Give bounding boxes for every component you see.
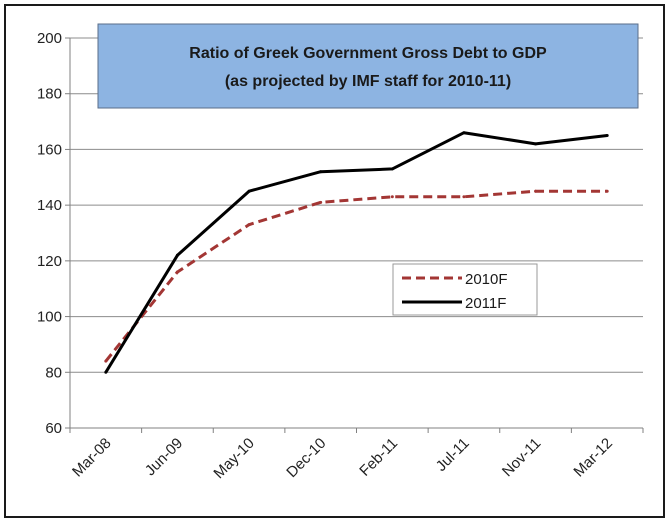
x-tick-label: Feb-11 bbox=[356, 435, 401, 480]
x-tick-label: Dec-10 bbox=[283, 435, 329, 481]
chart-title-box: Ratio of Greek Government Gross Debt to … bbox=[97, 23, 639, 109]
chart-title: Ratio of Greek Government Gross Debt to … bbox=[189, 45, 547, 62]
line-chart: 60 80 100 120 140 160 180 200 Mar-08 Jun-09 May-1… bbox=[37, 23, 644, 482]
y-tick-label: 100 bbox=[37, 309, 62, 326]
data-point-2010f bbox=[605, 189, 609, 193]
series-line-2011f bbox=[104, 131, 608, 374]
data-point-2010f bbox=[175, 270, 179, 274]
legend-box bbox=[392, 263, 538, 316]
legend-label-2011f: 2011F bbox=[465, 295, 506, 312]
x-tick-label: Mar-12 bbox=[570, 435, 616, 481]
y-tick-labels: 60 80 100 120 140 160 180 200 bbox=[37, 30, 70, 437]
chart-frame: 60 80 100 120 140 160 180 200 Mar-08 Jun-09 May-1… bbox=[4, 4, 665, 518]
data-point-2011f bbox=[462, 131, 466, 135]
data-point-2010f bbox=[534, 189, 538, 193]
y-tick-label: 80 bbox=[45, 364, 62, 381]
series-lines bbox=[104, 131, 609, 374]
y-tick-label: 120 bbox=[37, 253, 62, 270]
data-point-2011f bbox=[534, 142, 538, 146]
y-tick-label: 200 bbox=[37, 30, 62, 47]
y-tick-label: 140 bbox=[37, 197, 62, 214]
y-tick-label: 180 bbox=[37, 86, 62, 103]
data-point-2010f bbox=[390, 195, 394, 199]
data-point-2011f bbox=[605, 134, 609, 137]
data-point-2010f bbox=[462, 195, 466, 199]
legend-label-2010f: 2010F bbox=[465, 271, 508, 288]
data-point-2010f bbox=[319, 200, 323, 204]
data-point-2011f bbox=[247, 189, 251, 193]
x-tick-labels: Mar-08 Jun-09 May-10 Dec-10 Feb-11 Jul-11 Nov-… bbox=[69, 428, 644, 482]
y-tick-label: 60 bbox=[45, 420, 62, 437]
x-tick-label: Jun-09 bbox=[142, 435, 186, 479]
legend: 2010F 2011F bbox=[392, 263, 538, 316]
data-point-2010f bbox=[247, 223, 251, 227]
title-box-background bbox=[97, 23, 639, 109]
x-tick-label: Mar-08 bbox=[69, 435, 115, 481]
x-tick-label: Nov-11 bbox=[499, 435, 544, 480]
chart-subtitle: (as projected by IMF staff for 2010-11) bbox=[225, 73, 511, 90]
y-tick-label: 160 bbox=[37, 141, 62, 158]
data-point-2011f bbox=[319, 170, 323, 174]
series-line-2010f bbox=[104, 189, 608, 363]
data-point-2011f bbox=[390, 167, 394, 171]
x-tick-label: May-10 bbox=[210, 435, 257, 482]
data-point-2010f bbox=[104, 359, 108, 363]
data-point-2011f bbox=[104, 370, 108, 374]
data-point-2011f bbox=[175, 253, 179, 257]
x-tick-label: Jul-11 bbox=[433, 435, 473, 475]
